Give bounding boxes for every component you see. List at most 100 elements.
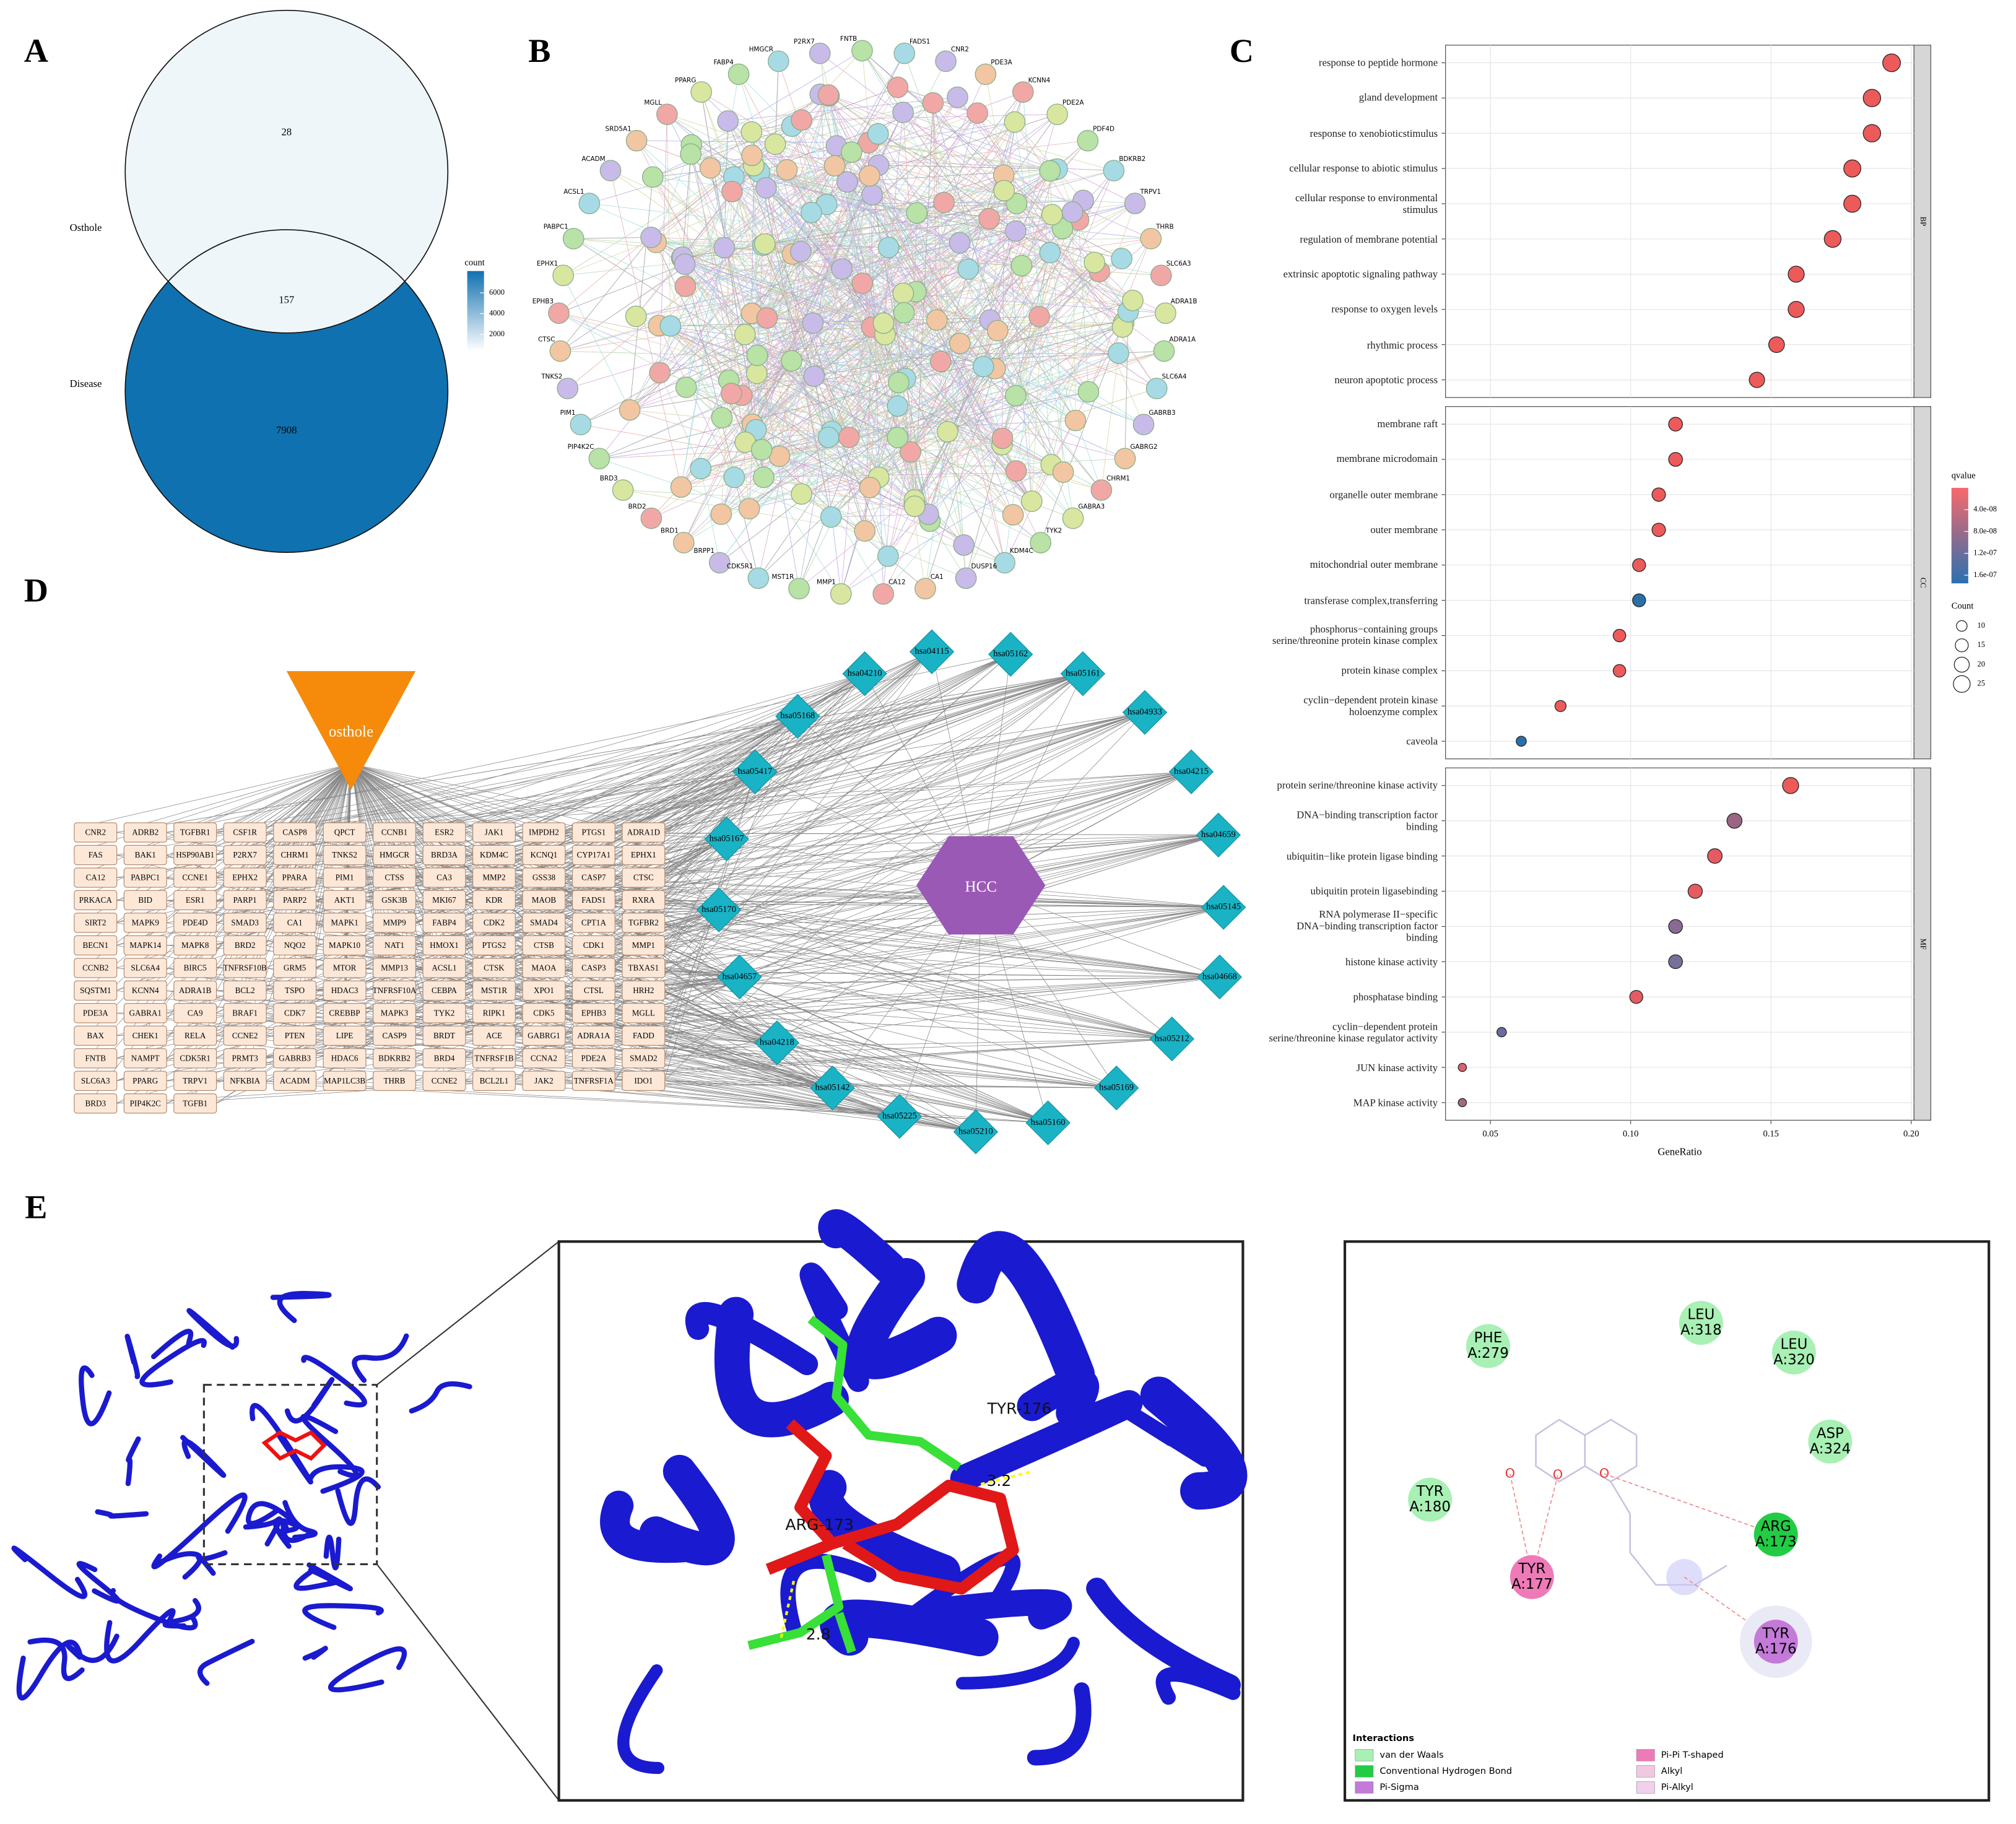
edge	[515, 1012, 1117, 1088]
protein-ribbon	[11, 1545, 88, 1599]
network-edge	[887, 366, 984, 557]
venn-count: 28	[281, 126, 292, 138]
target-node	[273, 1071, 317, 1092]
network-edge	[1015, 238, 1152, 471]
network-edge	[775, 61, 779, 144]
protein-ribbon	[714, 1296, 849, 1438]
target-node	[123, 1003, 167, 1023]
network-edge	[862, 50, 989, 219]
network-edge	[887, 451, 911, 557]
network-edge	[589, 155, 752, 204]
network-edge	[763, 214, 1053, 246]
pathway-label: hsa05167	[710, 833, 744, 843]
network-edge	[947, 352, 1119, 432]
network-node	[859, 165, 880, 187]
network-edge	[834, 165, 898, 438]
node-label: CNR2	[951, 46, 969, 53]
network-edge	[741, 395, 1101, 490]
target-label: CCNA2	[531, 1053, 557, 1062]
y-tick-label: histone kinase activity	[1345, 955, 1438, 968]
target-label: SMAD2	[630, 1053, 657, 1062]
network-edge	[767, 165, 879, 318]
network-edge	[745, 252, 1051, 443]
target-node	[173, 822, 217, 843]
network-edge	[985, 74, 1004, 175]
target-label: PARP1	[233, 895, 257, 905]
node-label: FABP4	[714, 59, 734, 66]
target-label: BCL2L1	[480, 1076, 509, 1085]
network-edge	[968, 269, 984, 367]
target-label: CA9	[188, 1008, 203, 1017]
network-edge	[759, 172, 884, 324]
residue-name: PHE	[1474, 1330, 1503, 1346]
target-node	[472, 980, 516, 1001]
target-node	[373, 935, 417, 956]
network-edge	[670, 326, 723, 418]
zoom-line	[376, 1563, 560, 1801]
target-node	[622, 822, 666, 843]
target-node	[472, 845, 516, 866]
target-label: ACE	[486, 1031, 502, 1040]
network-edge	[724, 165, 835, 248]
edge	[564, 716, 798, 833]
network-node	[781, 350, 802, 372]
network-edge	[879, 388, 1157, 478]
target-label: MMP1	[632, 940, 655, 950]
pathway-label: hsa05212	[1155, 1033, 1189, 1043]
network-edge	[778, 61, 827, 205]
target-label: FABP4	[432, 918, 456, 927]
network-edge	[871, 327, 915, 506]
network-edge	[763, 350, 1165, 478]
network-edge	[763, 391, 1089, 478]
colorbar-label: 6000	[489, 288, 505, 297]
protein-ribbon	[302, 1646, 328, 1661]
network-edge	[814, 300, 1133, 377]
network-edge	[765, 188, 832, 518]
compound-label: osthole	[329, 724, 373, 740]
network-edge	[751, 269, 842, 314]
network-edge	[629, 175, 1004, 410]
network-edge	[872, 194, 1089, 393]
network-edge	[786, 169, 904, 294]
network-edge	[932, 103, 937, 320]
target-node	[571, 1048, 615, 1069]
node-label: ADRA1A	[1169, 336, 1196, 343]
edge	[664, 1012, 1117, 1088]
network-edge	[573, 237, 651, 239]
ligand-overview	[261, 1430, 327, 1461]
target-node	[123, 1093, 167, 1114]
x-tick-label: 0.15	[1763, 1129, 1779, 1139]
network-edge	[903, 313, 965, 545]
network-node	[887, 427, 909, 448]
network-edge	[728, 230, 1016, 381]
node-label: FNTB	[840, 35, 857, 43]
network-edge	[765, 188, 1032, 502]
network-edge	[757, 322, 1124, 356]
network-edge	[741, 395, 898, 438]
network-node	[887, 395, 909, 417]
network-edge	[651, 121, 1015, 519]
network-node	[699, 157, 721, 179]
network-edge	[680, 319, 991, 487]
target-label: MAPK10	[329, 940, 360, 950]
network-edge	[682, 256, 849, 438]
target-label: TSPO	[285, 986, 305, 995]
network-node	[975, 63, 997, 85]
network-node	[549, 340, 571, 362]
network-edge	[651, 237, 1002, 445]
target-node	[373, 958, 417, 978]
dot	[1843, 159, 1862, 178]
network-node	[906, 202, 928, 224]
node-label: P2RX7	[794, 38, 815, 45]
target-node	[622, 958, 666, 978]
network-node	[955, 567, 977, 589]
network-edge	[670, 316, 1040, 326]
target-label: BRD3A	[431, 850, 458, 859]
target-label: BCL2	[235, 986, 255, 995]
network-edge	[940, 92, 1023, 362]
network-edge	[779, 142, 869, 457]
size-label: 25	[1977, 679, 1985, 688]
protein-ribbon	[921, 1589, 1072, 1630]
network-node	[659, 315, 682, 337]
